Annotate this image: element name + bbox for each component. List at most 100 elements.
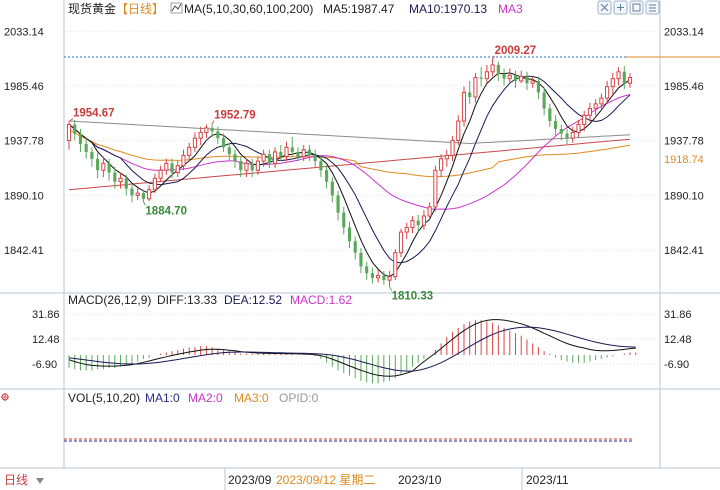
candle: [78, 129, 83, 152]
annotation-label: 1810.33: [392, 291, 434, 303]
candle: [370, 267, 374, 284]
vol-ma3-value: MA3:0: [234, 391, 269, 405]
price-tick-right: 1937.78: [664, 136, 704, 148]
zoom-icon[interactable]: [613, 0, 628, 15]
candle: [192, 132, 198, 152]
candle: [198, 126, 203, 146]
candle: [66, 121, 72, 150]
candle: [536, 76, 540, 100]
restore-icon[interactable]: [629, 0, 644, 15]
crosshair-icon[interactable]: [1, 393, 9, 401]
month-label-nov: 2023/11: [526, 473, 569, 487]
candle: [141, 189, 145, 202]
candle: [233, 149, 237, 168]
candle: [325, 165, 329, 189]
candle: [359, 248, 363, 274]
candle: [605, 80, 610, 104]
candle: [387, 270, 392, 287]
annotation-label: 1954.67: [73, 107, 115, 119]
candle: [227, 142, 231, 162]
candle: [393, 249, 398, 281]
candle: [221, 133, 226, 152]
macd-histogram-value: MACD:1.62: [290, 293, 352, 307]
candle: [73, 119, 77, 141]
macd-dea-line: [68, 326, 636, 372]
candle: [530, 76, 535, 88]
candle: [559, 124, 563, 141]
candle: [519, 70, 524, 84]
candle: [336, 190, 340, 221]
candle: [479, 67, 483, 87]
vol-opid-value: OPID:0: [279, 391, 319, 405]
ma60-line: [68, 129, 631, 178]
candle: [204, 124, 209, 139]
candle: [90, 147, 94, 167]
candle: [187, 142, 192, 162]
candle: [376, 269, 381, 283]
price-tick-left: 1890.10: [4, 190, 44, 202]
candle: [416, 214, 420, 233]
macd-tick-left: 31.86: [32, 309, 60, 321]
expand-icon[interactable]: [597, 0, 612, 15]
macd-tick-right: -6.90: [664, 359, 689, 371]
ma-params: MA(5,10,30,60,100,200): [184, 2, 313, 16]
annotation-label: 1952.79: [214, 110, 256, 122]
candle: [279, 145, 283, 162]
candle: [113, 166, 117, 189]
candle: [313, 149, 317, 167]
candle: [347, 221, 352, 249]
candle: [181, 149, 186, 171]
candle: [255, 156, 260, 175]
footer-period-label[interactable]: 日线: [4, 473, 28, 487]
macd-diff-value: DIFF:13.33: [157, 293, 217, 307]
candle: [513, 70, 518, 88]
candle: [622, 66, 626, 89]
candle: [439, 154, 444, 178]
window-icon[interactable]: [645, 0, 660, 15]
candle: [570, 126, 575, 143]
candle: [84, 138, 88, 159]
macd-histogram: [68, 320, 637, 384]
candlesticks: [66, 58, 633, 287]
candle: [124, 174, 128, 196]
month-label-sep: 2023/09: [228, 473, 272, 487]
price-tick-right: 1890.10: [664, 190, 704, 202]
candle: [273, 147, 278, 168]
price-tick-right: 1842.41: [664, 245, 704, 257]
price-tick-right: 2033.14: [664, 27, 704, 39]
ma200-line: [68, 120, 631, 145]
candle: [152, 173, 157, 194]
current-price-tag: 1918.74: [664, 154, 704, 166]
candle: [450, 135, 455, 162]
annotation-label: 1884.70: [145, 205, 187, 217]
candle: [502, 68, 506, 86]
candle: [353, 236, 357, 260]
period-label[interactable]: 【日线】: [116, 2, 164, 16]
candle: [118, 172, 123, 189]
candle: [398, 228, 404, 258]
macd-tick-left: -6.90: [32, 359, 57, 371]
price-gridlines: [64, 31, 660, 251]
period-dropdown-icon[interactable]: [36, 478, 44, 484]
candle: [490, 58, 495, 77]
candle: [410, 216, 415, 234]
price-tick-left: 1985.46: [4, 81, 44, 93]
price-tick-left: 2033.14: [4, 27, 44, 39]
candle: [404, 222, 409, 239]
candle: [307, 145, 312, 162]
candle: [210, 123, 214, 138]
vol-ma1-value: MA1:0: [145, 391, 180, 405]
candle: [107, 158, 111, 181]
price-annotations: 1954.67 1884.70 1952.79 1810.33 2009.27: [68, 45, 536, 303]
candle: [130, 183, 134, 203]
candle: [507, 68, 512, 83]
price-tick-left: 1842.41: [4, 245, 44, 257]
candle: [582, 110, 587, 132]
candle: [593, 99, 598, 116]
macd-params: MACD(26,12,9): [68, 293, 151, 307]
candle: [599, 93, 604, 111]
candle: [290, 137, 294, 157]
candle: [456, 115, 461, 146]
hover-date-box: [274, 472, 382, 488]
